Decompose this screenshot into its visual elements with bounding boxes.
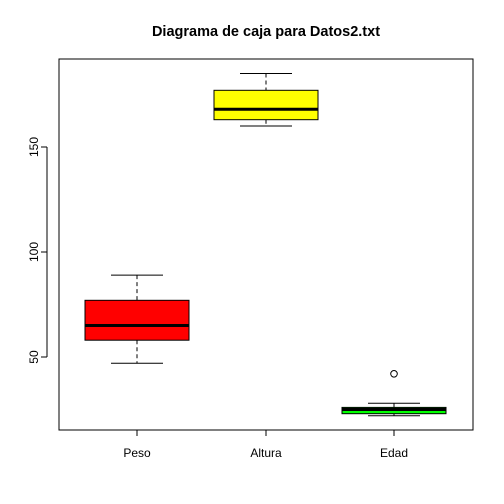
iqr-box xyxy=(213,89,319,121)
iqr-box xyxy=(84,299,190,341)
x-tick-label: Peso xyxy=(123,446,151,460)
box-edad xyxy=(341,370,447,417)
outlier-point xyxy=(390,370,398,378)
box-peso xyxy=(84,274,190,364)
y-tick-label: 150 xyxy=(27,137,41,157)
x-axis: Peso Altura Edad xyxy=(123,429,408,460)
y-tick-label: 100 xyxy=(27,242,41,262)
boxes-layer xyxy=(84,73,447,417)
y-tick-label: 50 xyxy=(27,350,41,364)
box-altura xyxy=(213,73,319,127)
x-tick-label: Edad xyxy=(380,446,408,460)
chart-title: Diagrama de caja para Datos2.txt xyxy=(152,24,380,40)
y-axis: 50 100 150 xyxy=(27,137,48,364)
x-tick-label: Altura xyxy=(250,446,282,460)
